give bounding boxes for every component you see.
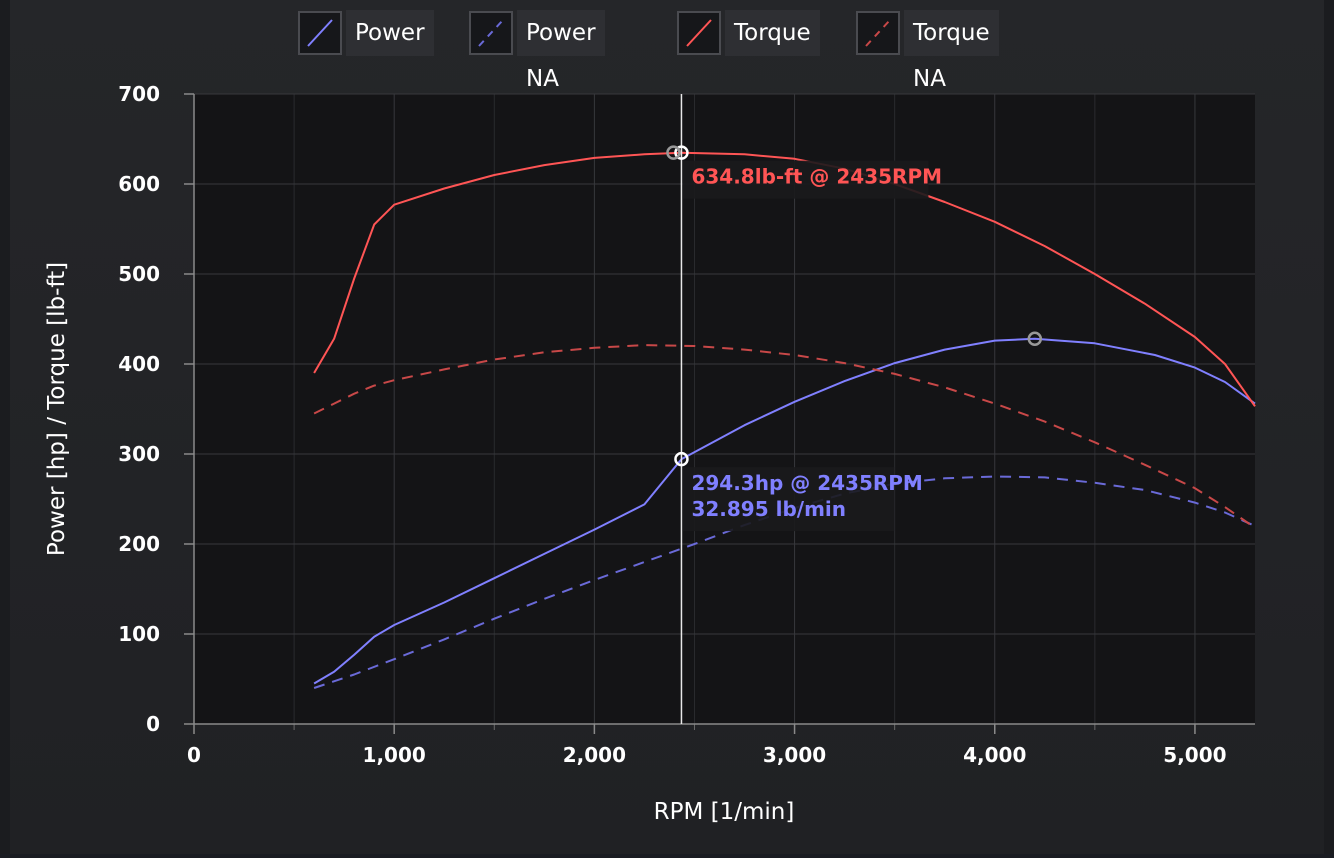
x-tick-label: 0: [187, 743, 201, 767]
window-edge-bottom: [0, 854, 1334, 858]
annotation-group: 634.8lb-ft @ 2435RPM 294.3hp @ 2435RPM32.…: [682, 160, 942, 532]
y-tick-label: 500: [118, 262, 160, 286]
annotation-text: 294.3hp @ 2435RPM: [691, 471, 922, 495]
x-tick-label: 3,000: [763, 743, 826, 767]
y-tick-label: 700: [118, 82, 160, 106]
annotation-box: [682, 467, 895, 532]
legend-item-torque-na[interactable]: Torque NA: [856, 10, 999, 92]
data-point-marker: [674, 451, 689, 467]
y-tick-label: 0: [146, 712, 160, 736]
legend-label-torque-na: Torque NA: [904, 10, 999, 92]
y-tick-label: 100: [118, 622, 160, 646]
data-point-marker: [666, 145, 681, 160]
solid-line-icon: [307, 19, 333, 47]
dashed-line-icon: [478, 19, 504, 47]
plot-area: [194, 94, 1255, 724]
x-tick-label: 1,000: [363, 743, 426, 767]
annotation-box: [682, 160, 929, 199]
legend-item-torque[interactable]: Torque: [677, 10, 820, 56]
y-tick-label: 600: [118, 172, 160, 196]
x-tick-label: 2,000: [563, 743, 626, 767]
legend-swatch-power: [298, 11, 342, 55]
legend-label-power: Power: [346, 10, 434, 56]
y-tick-label: 300: [118, 442, 160, 466]
annotation-text: 634.8lb-ft @ 2435RPM: [691, 165, 942, 189]
series-line-torque-na: [313, 344, 1256, 529]
window-edge-right: [1324, 0, 1334, 858]
data-point-marker: [674, 145, 689, 160]
y-tick-label: 200: [118, 532, 160, 556]
y-tick-label: 400: [118, 352, 160, 376]
data-point-marker: [1027, 331, 1043, 347]
marker-group: [666, 145, 1043, 467]
dashed-line-icon: [865, 19, 891, 47]
legend-label-torque: Torque: [725, 10, 820, 56]
y-axis-label: Power [hp] / Torque [lb-ft]: [44, 262, 70, 556]
legend-item-power-na[interactable]: Power NA: [469, 10, 605, 92]
series-line-torque: [313, 151, 1256, 407]
x-axis-label: RPM [1/min]: [654, 799, 795, 825]
axes: 0 1,000 2,000 3,000 4,000 5,000 0 100 200 300 400 5…: [118, 82, 1255, 767]
x-tick-label: 5,000: [1163, 743, 1226, 767]
legend-swatch-torque: [677, 11, 721, 55]
solid-line-icon: [686, 19, 712, 47]
x-tick-label: 4,000: [963, 743, 1026, 767]
legend-label-power-na: Power NA: [517, 10, 605, 92]
legend-item-power[interactable]: Power: [298, 10, 434, 56]
series-line-power: [313, 337, 1256, 685]
legend-swatch-power-na: [469, 11, 513, 55]
annotation-text: 32.895 lb/min: [691, 497, 846, 521]
window-edge-left: [0, 0, 10, 858]
legend-swatch-torque-na: [856, 11, 900, 55]
